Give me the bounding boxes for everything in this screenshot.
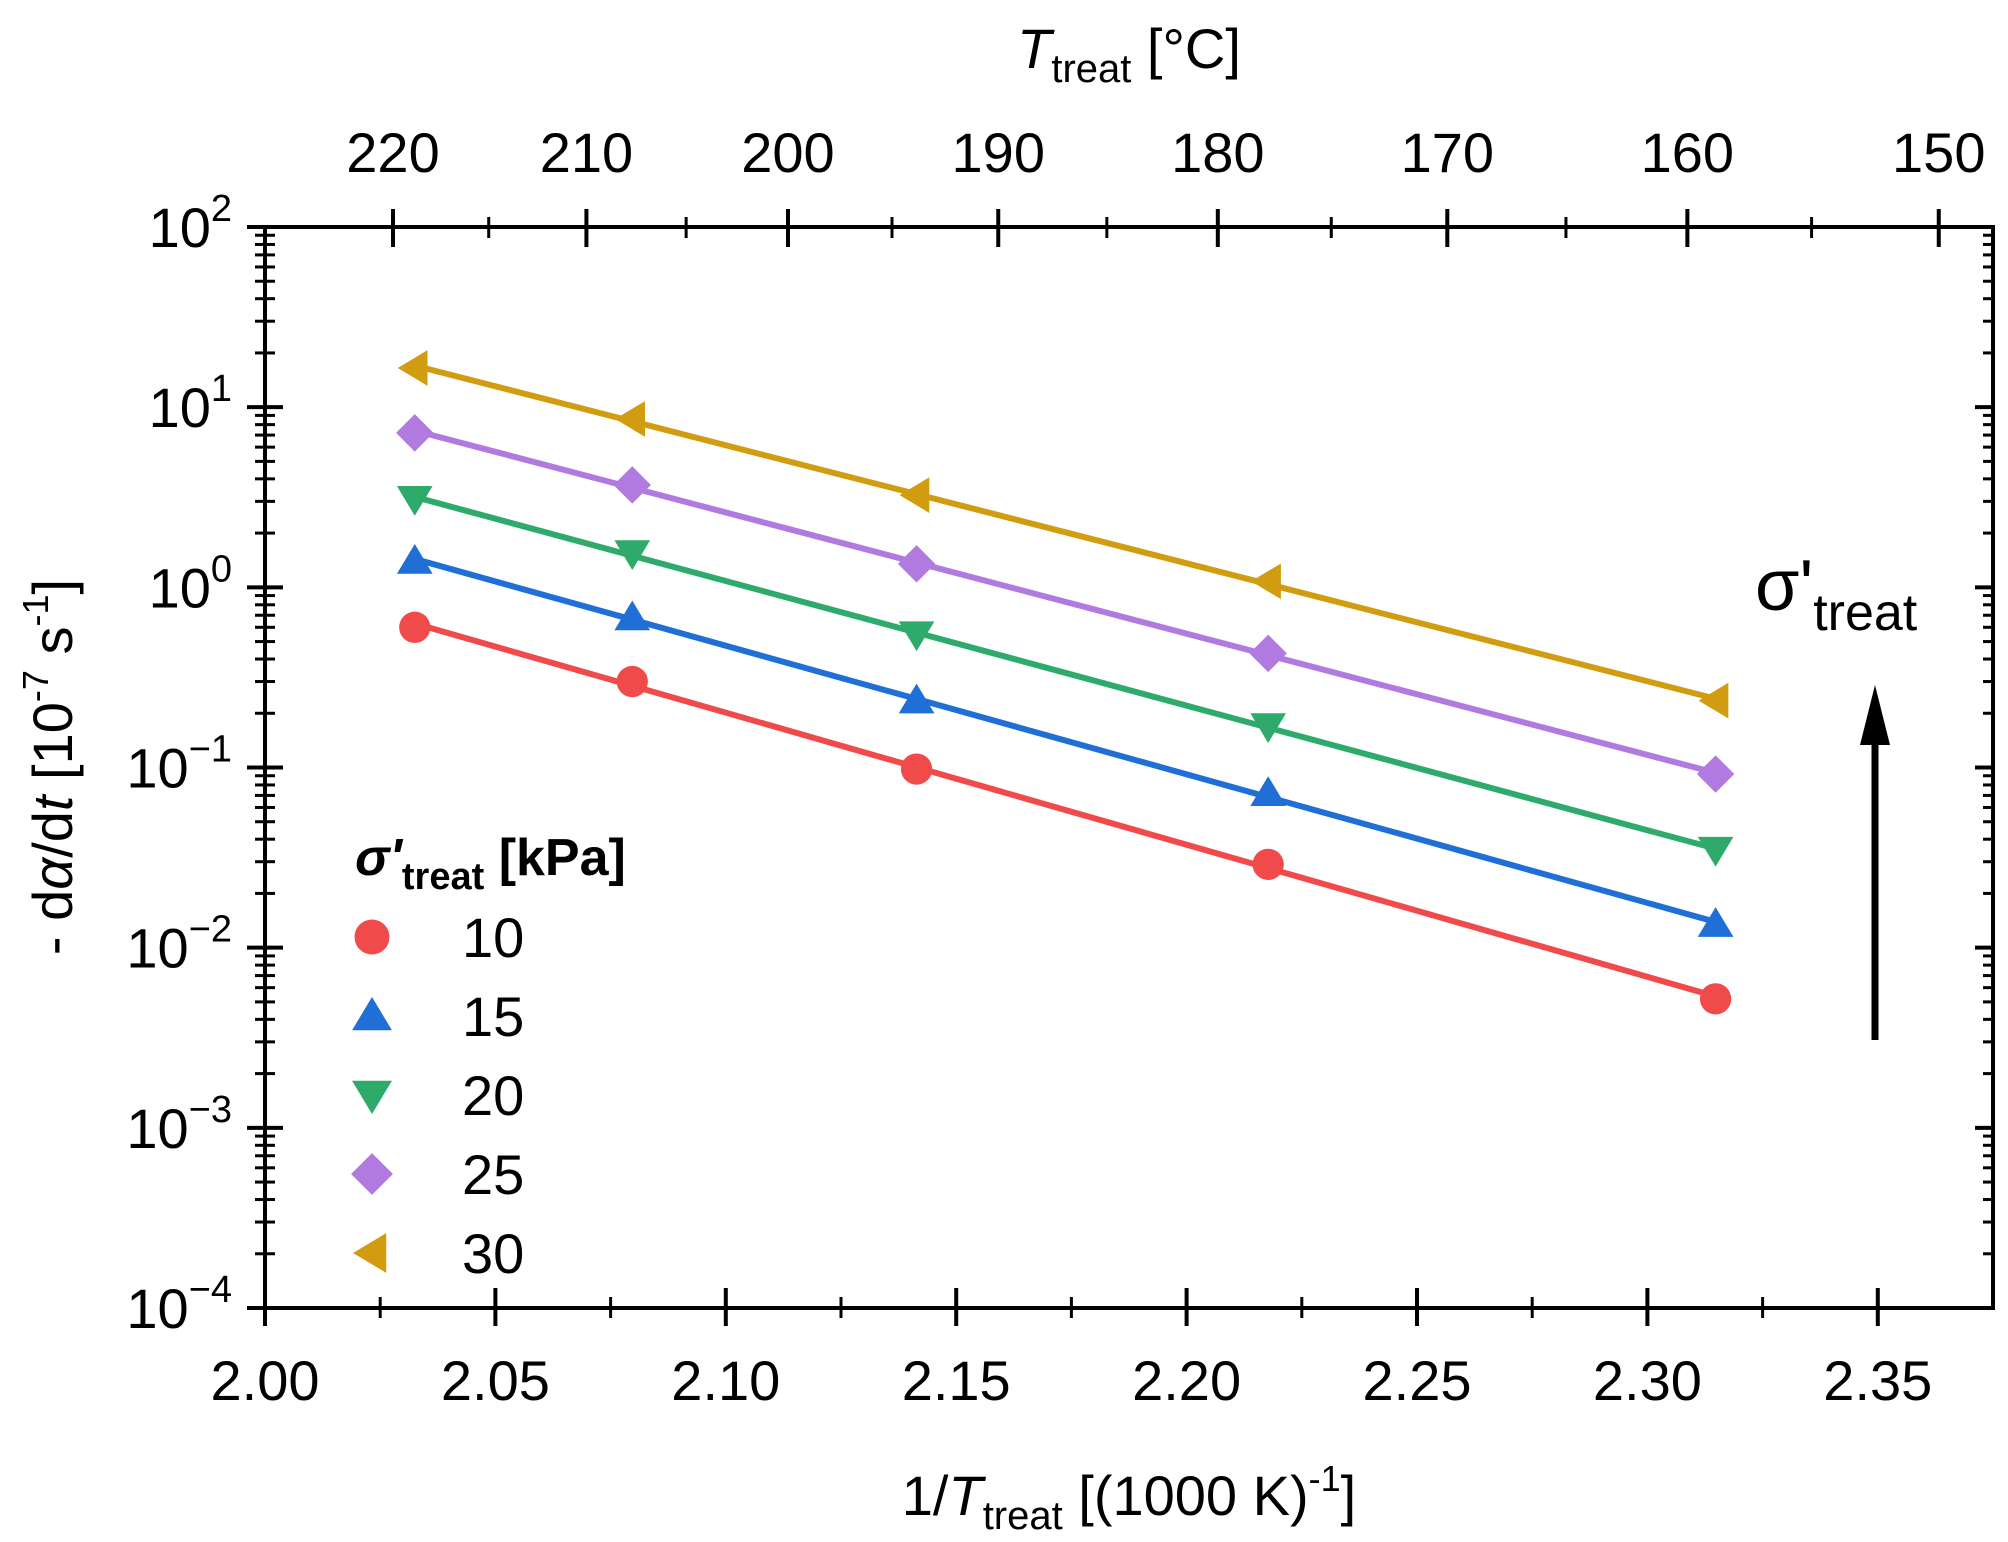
top-tick-label: 170 [1401,121,1494,184]
legend-title: σ'treat [kPa] [355,829,626,898]
data-point-10 [1699,983,1732,1015]
annotation-label: σ'treat [1755,546,1918,642]
data-point-30 [397,350,428,386]
legend-marker-15 [352,997,392,1031]
data-point-20 [898,621,935,652]
fit-line-20 [413,494,1717,852]
data-point-10 [399,611,431,643]
data-point-25 [897,545,936,583]
top-tick-label: 180 [1171,121,1264,184]
data-point-15 [396,544,433,574]
data-point-10 [900,753,933,785]
sigma-increase-annotation: σ'treat [1755,546,1918,1040]
fit-line-10 [413,620,1717,1000]
legend-label-10: 10 [462,906,524,969]
x-tick-labels: 2.00 2.05 2.10 2.15 2.20 2.25 2.30 2.35 [211,1349,1933,1412]
data-point-15 [1697,907,1734,937]
data-point-15 [614,600,651,631]
x-tick-label: 2.20 [1132,1349,1241,1412]
data-points [396,350,1735,1015]
y-tick-label: 10−2 [126,909,232,980]
y-tick-label: 10−1 [126,729,232,800]
data-point-20 [1697,836,1734,867]
data-point-25 [613,466,651,504]
x-tick-label: 2.30 [1593,1349,1702,1412]
data-point-25 [396,414,434,452]
data-point-30 [899,477,930,513]
legend-marker-20 [352,1080,392,1114]
data-point-30 [1251,563,1281,600]
top-axis-title: Ttreat [°C] [1017,17,1241,91]
x-axis-title: 1/Ttreat [(1000 K)-1] [902,1458,1356,1538]
annotation-arrow-head [1860,685,1890,745]
legend: σ'treat [kPa] 10 15 20 25 30 [351,829,626,1285]
data-point-10 [1252,848,1284,880]
data-point-30 [1698,682,1729,719]
top-tick-label: 210 [540,121,633,184]
top-tick-label: 160 [1641,121,1734,184]
top-tick-label: 200 [741,121,834,184]
legend-marker-10 [354,919,390,955]
data-point-20 [614,540,651,571]
legend-label-30: 30 [462,1222,524,1285]
legend-label-20: 20 [462,1064,524,1127]
y-tick-label: 10−4 [126,1269,232,1340]
fit-line-30 [414,362,1717,702]
y-tick-label: 102 [149,188,232,259]
data-point-10 [616,665,648,698]
y-tick-label: 100 [149,548,232,619]
legend-marker-30 [353,1233,387,1273]
x-tick-label: 2.25 [1363,1349,1472,1412]
data-point-25 [1249,634,1287,673]
fit-line-25 [413,427,1717,776]
y-tick-labels: 10−4 10−3 10−2 10−1 100 101 102 [126,188,232,1340]
x-tick-label: 2.05 [441,1349,550,1412]
legend-items: 10 15 20 25 30 [351,906,524,1285]
x-tick-label: 2.00 [211,1349,320,1412]
y-tick-label: 101 [149,368,232,439]
legend-label-25: 25 [462,1143,524,1206]
data-point-15 [898,683,935,714]
top-tick-label: 220 [346,121,439,184]
x-tick-label: 2.35 [1823,1349,1932,1412]
data-point-20 [396,486,433,516]
fit-lines [413,362,1717,1000]
data-point-20 [1250,713,1287,743]
data-point-15 [1250,776,1287,806]
top-tick-label: 150 [1892,121,1985,184]
y-axis-title: - dα/dt [10-7 s-1] [15,579,84,955]
x-tick-label: 2.15 [902,1349,1011,1412]
legend-marker-25 [351,1153,393,1195]
x-tick-label: 2.10 [671,1349,780,1412]
top-tick-labels: 220 210 200 190 180 170 160 150 [346,121,1985,184]
data-point-30 [615,401,646,437]
axis-ticks [247,209,1993,1326]
top-tick-label: 190 [952,121,1045,184]
data-point-25 [1696,755,1735,793]
legend-label-15: 15 [462,985,524,1048]
y-tick-label: 10−3 [126,1089,232,1160]
